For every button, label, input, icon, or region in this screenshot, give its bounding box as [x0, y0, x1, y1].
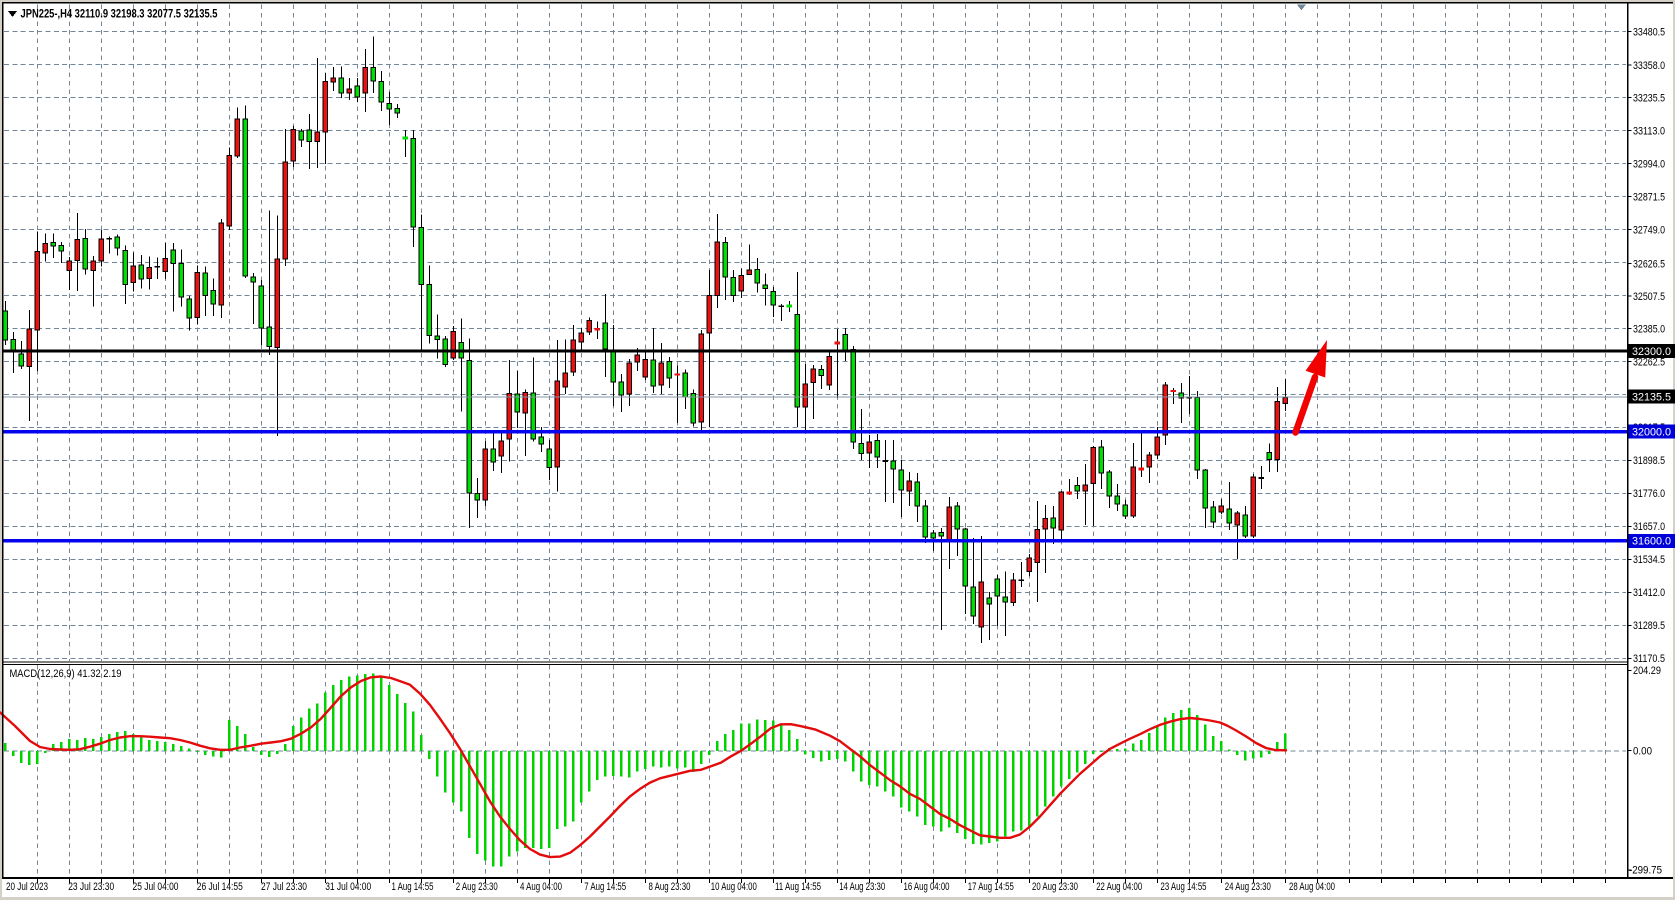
svg-text:20 Aug 23:30: 20 Aug 23:30 [1032, 881, 1078, 893]
svg-text:7 Aug 14:55: 7 Aug 14:55 [584, 881, 626, 893]
svg-text:20 Jul 2023: 20 Jul 2023 [6, 881, 48, 893]
svg-text:31898.5: 31898.5 [1633, 455, 1665, 467]
svg-text:2 Aug 23:30: 2 Aug 23:30 [456, 881, 498, 893]
svg-text:31170.5: 31170.5 [1633, 653, 1665, 665]
svg-text:31657.0: 31657.0 [1633, 521, 1665, 533]
svg-text:33358.0: 33358.0 [1633, 60, 1665, 72]
svg-text:33235.5: 33235.5 [1633, 93, 1665, 105]
svg-text:32749.0: 32749.0 [1633, 224, 1665, 236]
svg-text:32000.0: 32000.0 [1632, 427, 1671, 439]
svg-text:32300.0: 32300.0 [1632, 346, 1671, 358]
svg-text:1 Aug 14:55: 1 Aug 14:55 [392, 881, 434, 893]
svg-text:24 Aug 23:30: 24 Aug 23:30 [1225, 881, 1271, 893]
svg-text:4 Aug 04:00: 4 Aug 04:00 [520, 881, 562, 893]
svg-text:32871.5: 32871.5 [1633, 192, 1665, 204]
svg-text:32626.5: 32626.5 [1633, 258, 1665, 270]
svg-text:MACD(12,26,9) 41.32 2.19: MACD(12,26,9) 41.32 2.19 [10, 668, 122, 680]
svg-text:8 Aug 23:30: 8 Aug 23:30 [649, 881, 691, 893]
svg-text:31289.5: 31289.5 [1633, 620, 1665, 632]
svg-text:17 Aug 14:55: 17 Aug 14:55 [968, 881, 1014, 893]
svg-text:14 Aug 23:30: 14 Aug 23:30 [839, 881, 885, 893]
svg-text:31534.5: 31534.5 [1633, 554, 1665, 566]
svg-text:11 Aug 14:55: 11 Aug 14:55 [775, 881, 821, 893]
svg-text:10 Aug 04:00: 10 Aug 04:00 [711, 881, 757, 893]
svg-text:32262.5: 32262.5 [1633, 356, 1665, 368]
svg-text:31 Jul 04:00: 31 Jul 04:00 [325, 881, 371, 893]
svg-text:16 Aug 04:00: 16 Aug 04:00 [904, 881, 950, 893]
svg-text:22 Aug 04:00: 22 Aug 04:00 [1096, 881, 1142, 893]
svg-text:31412.0: 31412.0 [1633, 587, 1665, 599]
svg-text:31600.0: 31600.0 [1632, 536, 1671, 548]
svg-text:33480.5: 33480.5 [1633, 27, 1665, 39]
svg-text:23 Jul 23:30: 23 Jul 23:30 [68, 881, 114, 893]
svg-text:25 Jul 04:00: 25 Jul 04:00 [133, 881, 179, 893]
svg-text:JPN225-,H4 32110.9 32198.3 32: JPN225-,H4 32110.9 32198.3 32077.5 32135… [21, 9, 218, 21]
svg-text:32507.5: 32507.5 [1633, 291, 1665, 303]
svg-text:-299.75: -299.75 [1629, 865, 1662, 877]
svg-text:32135.5: 32135.5 [1632, 391, 1671, 403]
svg-text:33113.0: 33113.0 [1633, 126, 1665, 138]
svg-text:26 Jul 14:55: 26 Jul 14:55 [197, 881, 243, 893]
svg-text:32385.0: 32385.0 [1633, 323, 1665, 335]
svg-text:31776.0: 31776.0 [1633, 488, 1665, 500]
svg-text:23 Aug 14:55: 23 Aug 14:55 [1161, 881, 1207, 893]
svg-text:32994.0: 32994.0 [1633, 159, 1665, 171]
svg-text:0.00: 0.00 [1633, 746, 1652, 758]
svg-text:28 Aug 04:00: 28 Aug 04:00 [1289, 881, 1335, 893]
svg-text:204.29: 204.29 [1633, 665, 1661, 677]
svg-text:27 Jul 23:30: 27 Jul 23:30 [261, 881, 307, 893]
